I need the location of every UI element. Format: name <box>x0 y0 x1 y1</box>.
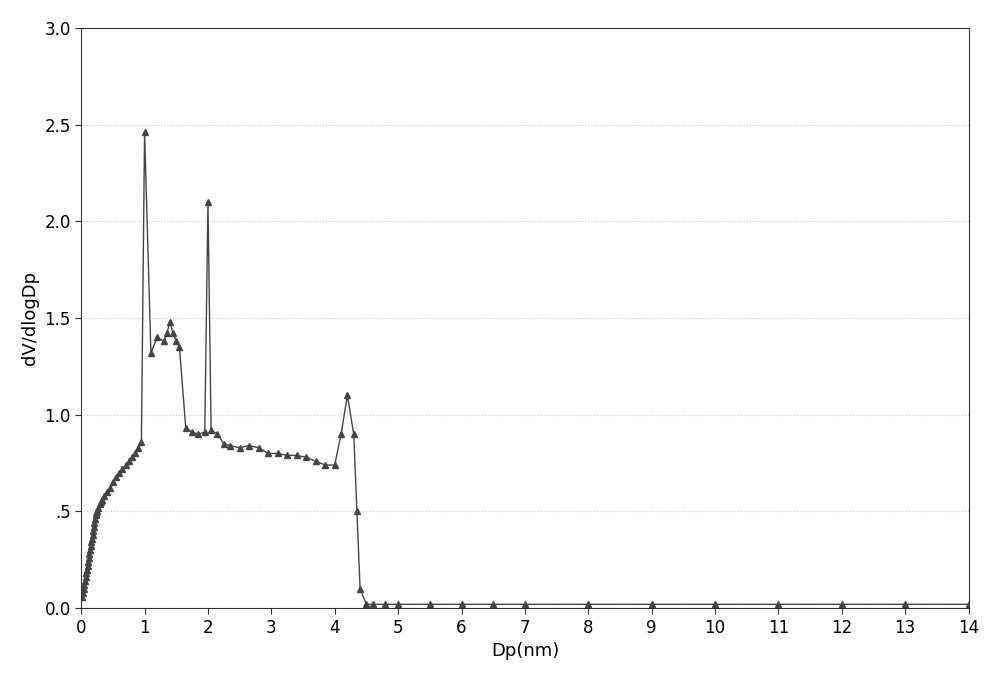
X-axis label: Dp(nm): Dp(nm) <box>491 642 559 660</box>
Y-axis label: dV/dlogDp: dV/dlogDp <box>21 271 39 365</box>
